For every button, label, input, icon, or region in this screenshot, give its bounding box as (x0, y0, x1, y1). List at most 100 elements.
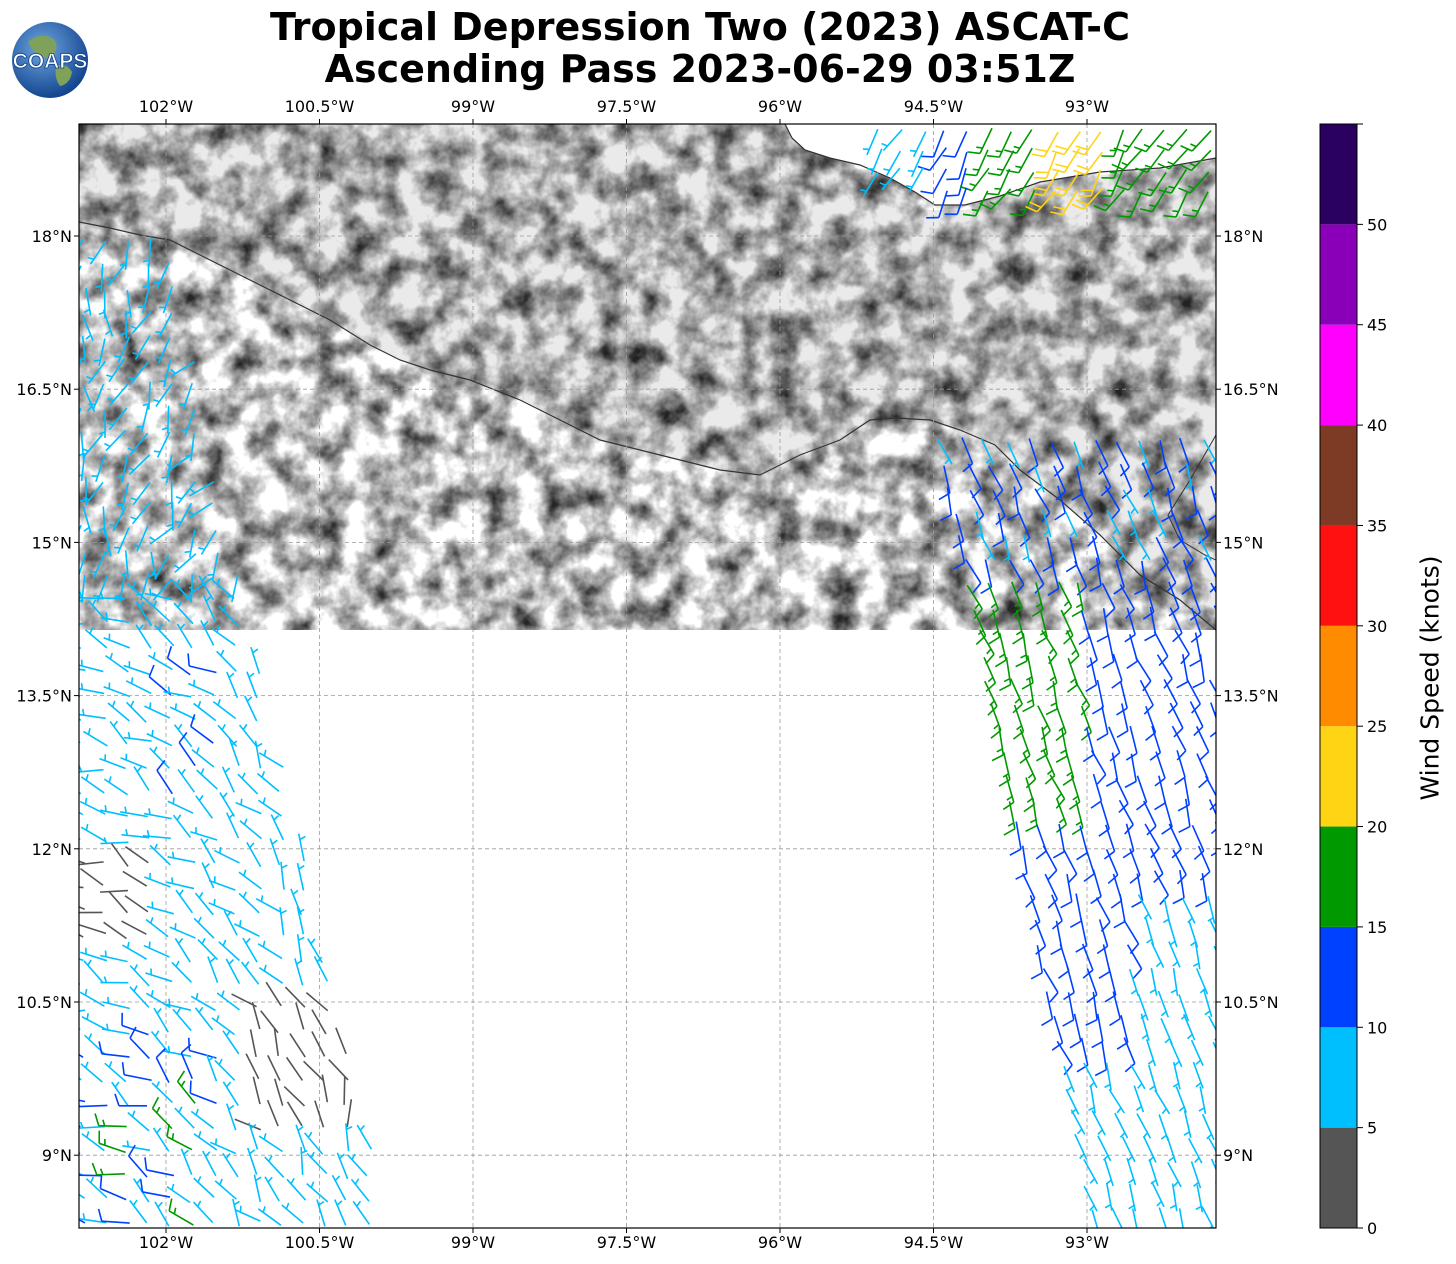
wind-barb (174, 502, 193, 529)
wind-barb (238, 723, 258, 748)
wind-barb (1029, 895, 1041, 931)
wind-barb (1126, 944, 1143, 979)
wind-barb (256, 771, 280, 793)
wind-barb (883, 150, 902, 176)
wind-barb (252, 1076, 261, 1105)
wind-barb (1049, 774, 1066, 809)
colorbar-tick-label: 25 (1367, 717, 1387, 736)
wind-barb (153, 262, 170, 289)
wind-barb (214, 1178, 237, 1200)
wind-barb (1170, 967, 1179, 996)
wind-barb (222, 1152, 239, 1178)
wind-barb (258, 964, 284, 984)
wind-barb (143, 941, 170, 958)
wind-barb (79, 988, 105, 1007)
wind-barb (198, 575, 214, 601)
wind-barb (1128, 1183, 1137, 1212)
wind-barb (920, 130, 945, 158)
wind-barb (129, 964, 150, 987)
wind-barb (1094, 1041, 1108, 1077)
wind-barb (79, 682, 105, 695)
lon-label-bottom: 97.5°W (597, 1233, 657, 1252)
colorbar-segment (1320, 926, 1357, 1028)
wind-barb (98, 1130, 126, 1154)
wind-barb (352, 1200, 370, 1225)
wind-barb (1116, 703, 1129, 738)
wind-barb (79, 431, 85, 460)
wind-barb (1098, 461, 1112, 497)
wind-barb (98, 409, 106, 438)
wind-barb (1158, 1207, 1167, 1228)
wind-barb (153, 383, 173, 407)
wind-barb (116, 482, 130, 511)
wind-barb (1126, 634, 1139, 669)
wind-barb (1122, 489, 1139, 515)
lat-label-right: 16.5°N (1223, 380, 1279, 399)
wind-barb (79, 1099, 86, 1103)
wind-barb (120, 753, 147, 769)
wind-barb (194, 1006, 214, 1031)
land-relief (79, 124, 1216, 630)
wind-barb (999, 656, 1012, 692)
wind-barb (188, 577, 213, 595)
wind-barb (128, 1144, 148, 1178)
wind-barb (1069, 1013, 1082, 1049)
wind-barb (1157, 147, 1189, 170)
wind-barb (125, 677, 152, 695)
wind-barb (1033, 465, 1045, 493)
wind-barb (258, 749, 284, 768)
wind-barb (1068, 774, 1081, 810)
wind-barb (1192, 1061, 1204, 1089)
wind-barb (1195, 873, 1208, 908)
wind-barb (966, 584, 983, 620)
wind-barb (1150, 942, 1165, 968)
wind-barb (193, 1176, 215, 1198)
wind-barb (1208, 679, 1216, 715)
wind-barb (867, 148, 883, 176)
wind-barb (985, 168, 1011, 196)
wind-barb (286, 1177, 307, 1201)
wind-barb (1010, 189, 1036, 217)
colorbar-tick-label: 5 (1367, 1119, 1377, 1138)
wind-barb (1116, 167, 1147, 191)
wind-barb (273, 1028, 280, 1056)
wind-barbs (79, 127, 1216, 1228)
wind-barb (184, 529, 196, 558)
wind-barb (79, 924, 107, 935)
wind-barb (122, 870, 148, 887)
wind-barb (145, 990, 171, 1009)
lat-label-right: 10.5°N (1223, 993, 1279, 1012)
wind-barb (1055, 797, 1068, 834)
wind-barb (1027, 438, 1039, 474)
wind-barb (121, 920, 147, 935)
wind-barb (1156, 654, 1173, 689)
wind-barb (129, 1199, 148, 1224)
wind-barb (225, 958, 241, 984)
wind-barb (1091, 1209, 1099, 1228)
wind-barb (1180, 130, 1212, 152)
wind-barb (110, 843, 129, 867)
wind-barb (1034, 919, 1047, 955)
wind-barb (303, 1060, 325, 1082)
wind-barb (153, 1007, 169, 1033)
wind-barb (80, 774, 105, 794)
lon-label-bottom: 96°W (758, 1233, 802, 1252)
wind-barb (967, 127, 993, 155)
wind-barb (244, 695, 258, 722)
wind-barb (992, 512, 1005, 548)
wind-barb (306, 1181, 329, 1203)
wind-barb (1071, 466, 1084, 501)
wind-barb (135, 624, 152, 649)
wind-barb (190, 827, 218, 841)
wind-barb (225, 812, 240, 839)
wind-barb (166, 645, 191, 676)
wind-barb (114, 336, 131, 363)
wind-barb (1123, 1037, 1136, 1073)
wind-barb (1153, 511, 1167, 538)
wind-barb (1147, 488, 1158, 516)
wind-barb (1015, 845, 1028, 880)
wind-barb (251, 1001, 261, 1030)
wind-barb (1174, 629, 1190, 665)
wind-barb (166, 1124, 193, 1151)
wind-barb (148, 600, 171, 623)
